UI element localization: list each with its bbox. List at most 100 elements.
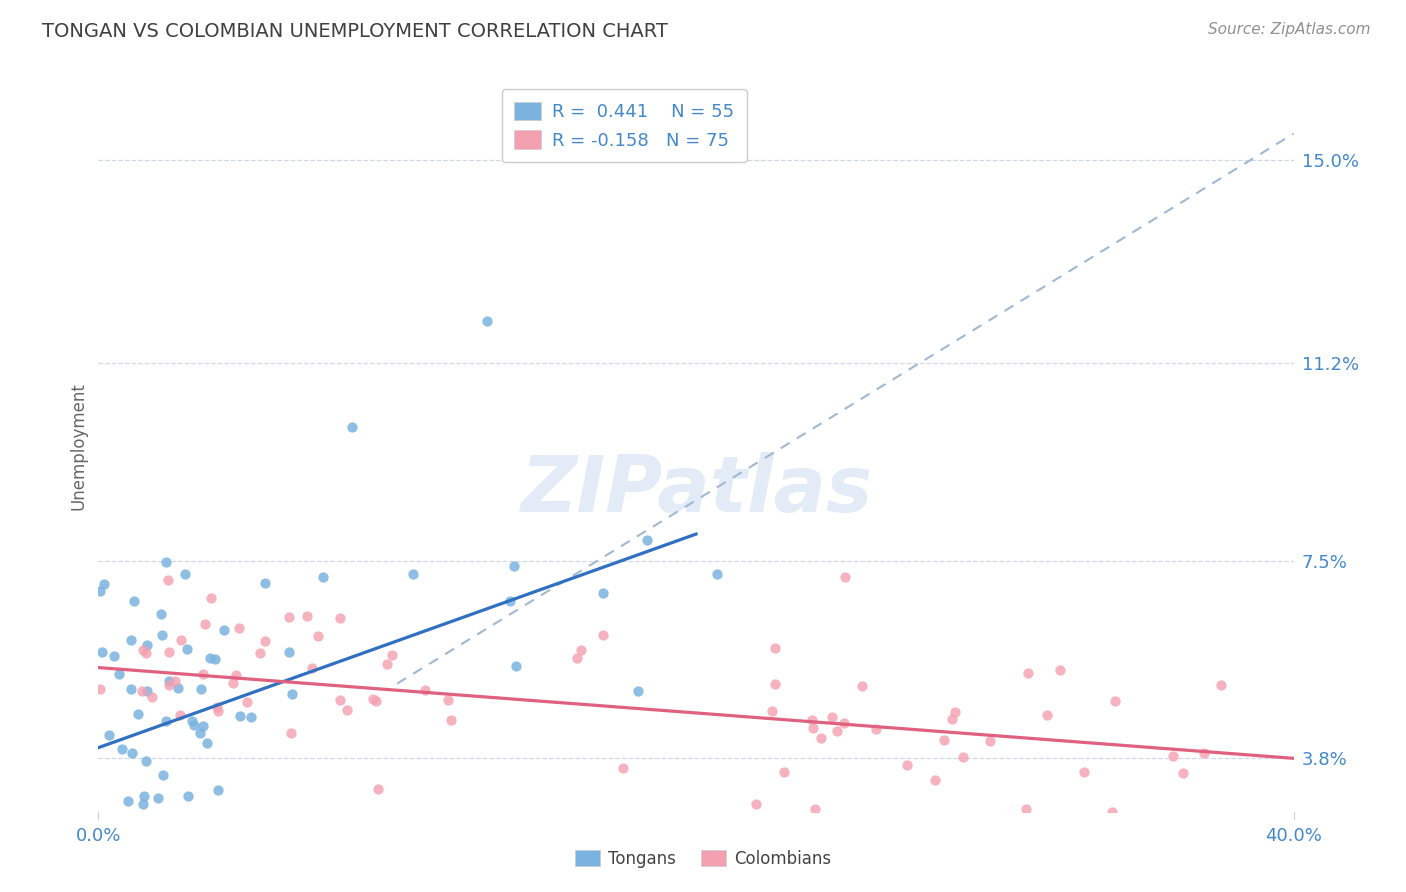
Point [131, 684, 153, 698]
Point [93, 577, 115, 591]
Point [150, 607, 173, 622]
Point [135, 754, 157, 768]
Point [924, 772, 946, 787]
Point [745, 797, 768, 811]
Point [132, 797, 155, 811]
Point [297, 608, 319, 623]
Point [200, 591, 222, 605]
Point [1073, 764, 1095, 779]
Point [98, 728, 121, 742]
Point [228, 621, 250, 635]
Point [1015, 802, 1038, 816]
Point [277, 644, 299, 658]
Point [157, 573, 180, 587]
Point [825, 723, 848, 738]
Point [763, 640, 786, 655]
Text: TONGAN VS COLOMBIAN UNEMPLOYMENT CORRELATION CHART: TONGAN VS COLOMBIAN UNEMPLOYMENT CORRELA… [42, 22, 668, 41]
Point [499, 594, 522, 608]
Point [307, 628, 329, 642]
Point [436, 692, 458, 706]
Point [1036, 708, 1059, 723]
Point [402, 567, 425, 582]
Point [943, 705, 966, 719]
Point [173, 566, 195, 581]
Point [475, 313, 498, 327]
Point [592, 628, 614, 642]
Point [832, 716, 855, 731]
Point [941, 712, 963, 726]
Point [120, 632, 142, 647]
Point [329, 692, 352, 706]
Point [979, 734, 1001, 748]
Point [180, 714, 202, 729]
Point [193, 719, 215, 733]
Point [136, 638, 159, 652]
Point [804, 802, 827, 816]
Point [135, 646, 157, 660]
Point [152, 768, 174, 782]
Point [569, 643, 592, 657]
Point [207, 700, 229, 714]
Point [207, 783, 229, 797]
Point [195, 736, 218, 750]
Point [612, 761, 634, 775]
Point [367, 782, 389, 797]
Point [200, 651, 222, 665]
Point [336, 703, 359, 717]
Point [254, 634, 277, 648]
Point [148, 791, 170, 805]
Point [1017, 665, 1039, 680]
Point [103, 649, 125, 664]
Point [190, 681, 212, 696]
Point [280, 687, 302, 701]
Point [170, 632, 193, 647]
Point [952, 750, 974, 764]
Point [1049, 663, 1071, 677]
Point [253, 576, 276, 591]
Point [191, 667, 214, 681]
Point [706, 566, 728, 581]
Point [157, 645, 180, 659]
Point [801, 713, 824, 727]
Point [157, 673, 180, 688]
Point [801, 721, 824, 735]
Point [240, 710, 263, 724]
Point [132, 789, 155, 804]
Point [375, 657, 398, 672]
Point [163, 673, 186, 688]
Point [225, 668, 247, 682]
Point [592, 586, 614, 600]
Point [1101, 805, 1123, 819]
Point [440, 714, 463, 728]
Point [159, 678, 181, 692]
Point [89, 682, 111, 697]
Point [1209, 678, 1232, 692]
Point [565, 651, 588, 665]
Point [204, 652, 226, 666]
Point [834, 570, 856, 584]
Legend: R =  0.441    N = 55, R = -0.158   N = 75: R = 0.441 N = 55, R = -0.158 N = 75 [502, 89, 747, 162]
Point [212, 623, 235, 637]
Point [810, 731, 832, 745]
Point [176, 642, 198, 657]
Point [222, 676, 245, 690]
Point [896, 757, 918, 772]
Point [1161, 749, 1184, 764]
Point [312, 569, 335, 583]
Point [183, 718, 205, 732]
Point [763, 677, 786, 691]
Point [117, 794, 139, 808]
Point [627, 684, 650, 698]
Point [207, 704, 229, 718]
Point [249, 646, 271, 660]
Point [155, 714, 177, 729]
Point [865, 722, 887, 736]
Point [1104, 694, 1126, 708]
Point [190, 725, 212, 739]
Point [107, 667, 129, 681]
Point [280, 725, 302, 739]
Point [851, 679, 873, 693]
Point [1171, 765, 1194, 780]
Text: Source: ZipAtlas.com: Source: ZipAtlas.com [1208, 22, 1371, 37]
Point [194, 616, 217, 631]
